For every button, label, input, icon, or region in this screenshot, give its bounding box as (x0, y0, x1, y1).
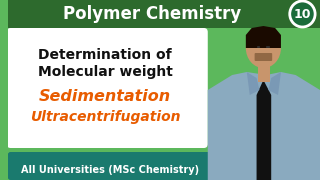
Bar (8, 0, 320, 28)
Bar (258, 62, 270, 82)
Text: 10: 10 (294, 8, 311, 21)
FancyBboxPatch shape (7, 28, 208, 148)
Polygon shape (208, 72, 320, 180)
FancyBboxPatch shape (255, 53, 272, 61)
Text: Ultracentrifugation: Ultracentrifugation (30, 110, 180, 124)
Text: Polymer Chemistry: Polymer Chemistry (63, 5, 241, 23)
Ellipse shape (246, 28, 281, 68)
Polygon shape (246, 26, 281, 48)
Polygon shape (257, 80, 271, 180)
FancyBboxPatch shape (8, 152, 214, 180)
Polygon shape (268, 72, 281, 95)
Polygon shape (247, 72, 260, 95)
Text: Sedimentation: Sedimentation (39, 89, 171, 104)
Text: Determination of: Determination of (38, 48, 172, 62)
Text: Molecular weight: Molecular weight (38, 65, 173, 79)
Text: All Universities (MSc Chemistry): All Universities (MSc Chemistry) (21, 165, 199, 175)
Circle shape (290, 1, 315, 27)
